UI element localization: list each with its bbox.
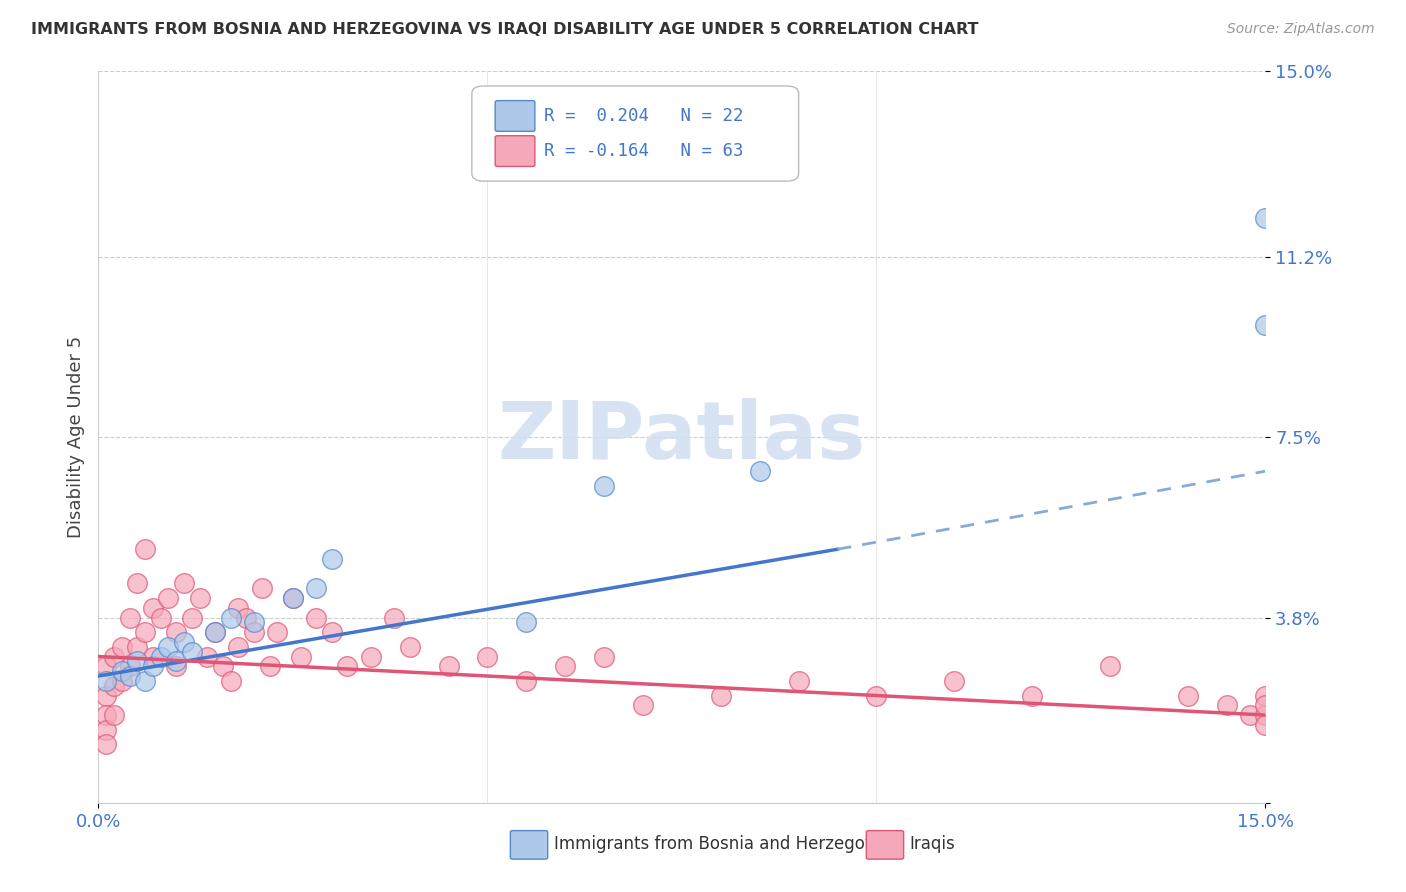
Point [157, 640, 180, 654]
Point [204, 625, 226, 640]
Point [554, 659, 576, 673]
Text: ZIPatlas: ZIPatlas [498, 398, 866, 476]
Point [305, 581, 328, 595]
Point [142, 649, 165, 664]
Point [103, 649, 125, 664]
FancyBboxPatch shape [495, 136, 534, 167]
Point [1177, 689, 1199, 703]
Point [281, 591, 304, 605]
FancyBboxPatch shape [472, 86, 799, 181]
Point [477, 649, 499, 664]
Point [96, 659, 118, 673]
Point [111, 673, 134, 688]
Point [593, 479, 616, 493]
Point [748, 464, 770, 478]
Point [103, 708, 125, 723]
Point [266, 625, 288, 640]
Point [219, 610, 242, 624]
Point [1021, 689, 1043, 703]
Point [96, 708, 118, 723]
Point [134, 673, 156, 688]
FancyBboxPatch shape [495, 101, 534, 131]
Point [96, 673, 118, 688]
Point [134, 542, 156, 557]
Point [631, 698, 654, 713]
Text: IMMIGRANTS FROM BOSNIA AND HERZEGOVINA VS IRAQI DISABILITY AGE UNDER 5 CORRELATI: IMMIGRANTS FROM BOSNIA AND HERZEGOVINA V… [31, 22, 979, 37]
Point [281, 591, 304, 605]
FancyBboxPatch shape [866, 830, 904, 859]
Point [515, 615, 537, 630]
Point [235, 610, 257, 624]
Point [710, 689, 733, 703]
Point [165, 625, 187, 640]
Point [228, 600, 250, 615]
Point [111, 664, 134, 678]
Point [1254, 318, 1277, 332]
Point [1254, 718, 1277, 732]
Point [219, 673, 242, 688]
Point [127, 654, 149, 668]
Point [96, 689, 118, 703]
Point [118, 610, 141, 624]
Point [103, 679, 125, 693]
Point [382, 610, 405, 624]
Point [188, 591, 211, 605]
Text: Source: ZipAtlas.com: Source: ZipAtlas.com [1227, 22, 1375, 37]
Point [290, 649, 312, 664]
Point [173, 635, 195, 649]
Point [165, 659, 187, 673]
Point [111, 640, 134, 654]
Point [1239, 708, 1261, 723]
Point [173, 576, 195, 591]
Point [1254, 211, 1277, 225]
Point [180, 645, 202, 659]
Point [321, 625, 343, 640]
Point [195, 649, 218, 664]
Point [593, 649, 616, 664]
Text: R = -0.164   N = 63: R = -0.164 N = 63 [544, 142, 744, 160]
Point [118, 659, 141, 673]
Text: Iraqis: Iraqis [910, 836, 955, 854]
Text: R =  0.204   N = 22: R = 0.204 N = 22 [544, 107, 744, 125]
Point [157, 591, 180, 605]
Point [250, 581, 273, 595]
Point [437, 659, 460, 673]
Point [96, 737, 118, 751]
Point [1254, 689, 1277, 703]
Point [321, 552, 343, 566]
Point [243, 625, 266, 640]
Point [515, 673, 537, 688]
Point [127, 576, 149, 591]
Point [142, 600, 165, 615]
Point [127, 640, 149, 654]
Point [1098, 659, 1121, 673]
Point [398, 640, 420, 654]
Point [149, 649, 172, 664]
Point [1254, 698, 1277, 713]
Point [259, 659, 281, 673]
Point [360, 649, 382, 664]
Point [180, 610, 202, 624]
Point [134, 625, 156, 640]
Y-axis label: Disability Age Under 5: Disability Age Under 5 [66, 336, 84, 538]
Point [142, 659, 165, 673]
Point [212, 659, 235, 673]
Point [1254, 708, 1277, 723]
Point [118, 669, 141, 683]
FancyBboxPatch shape [510, 830, 548, 859]
Point [204, 625, 226, 640]
Point [787, 673, 810, 688]
Point [943, 673, 966, 688]
Point [336, 659, 359, 673]
Point [305, 610, 328, 624]
Point [243, 615, 266, 630]
Point [149, 610, 172, 624]
Point [96, 723, 118, 737]
Point [165, 654, 187, 668]
Text: Immigrants from Bosnia and Herzegovina: Immigrants from Bosnia and Herzegovina [554, 836, 900, 854]
Point [865, 689, 887, 703]
Point [228, 640, 250, 654]
Point [1215, 698, 1237, 713]
